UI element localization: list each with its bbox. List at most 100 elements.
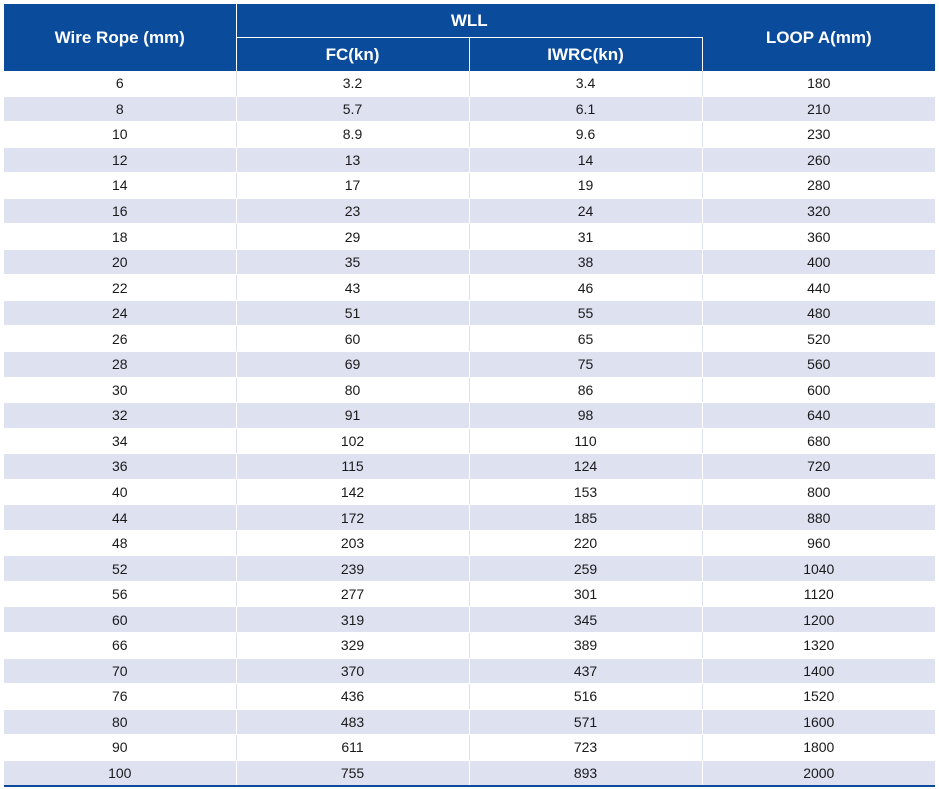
cell-loop: 210: [702, 96, 936, 123]
cell-loop: 440: [702, 274, 936, 301]
cell-iwrc: 65: [469, 325, 703, 353]
table-row: 14 17 19 280: [4, 172, 936, 199]
cell-fc: 370: [236, 658, 470, 685]
cell-iwrc: 516: [469, 683, 703, 710]
cell-loop: 520: [702, 325, 936, 353]
cell-loop: 880: [702, 504, 936, 531]
cell-loop: 960: [702, 530, 936, 557]
cell-loop: 360: [702, 223, 936, 250]
cell-wire-rope: 30: [4, 377, 237, 404]
cell-iwrc: 110: [469, 428, 703, 455]
cell-wire-rope: 36: [4, 453, 237, 480]
cell-iwrc: 220: [469, 530, 703, 557]
cell-fc: 91: [236, 402, 470, 429]
cell-fc: 80: [236, 377, 470, 404]
table-row: 48 203 220 960: [4, 530, 936, 557]
table-row: 90 611 723 1800: [4, 734, 936, 761]
cell-fc: 3.2: [236, 71, 470, 97]
cell-fc: 172: [236, 504, 470, 531]
cell-loop: 1400: [702, 658, 936, 685]
cell-wire-rope: 6: [4, 71, 237, 97]
cell-fc: 755: [236, 760, 470, 788]
cell-iwrc: 389: [469, 632, 703, 659]
cell-loop: 1800: [702, 734, 936, 761]
table-row: 22 43 46 440: [4, 274, 936, 301]
cell-iwrc: 6.1: [469, 96, 703, 123]
cell-iwrc: 893: [469, 760, 703, 788]
cell-fc: 611: [236, 734, 470, 761]
cell-loop: 680: [702, 428, 936, 455]
cell-fc: 8.9: [236, 121, 470, 148]
cell-loop: 320: [702, 198, 936, 225]
cell-fc: 23: [236, 198, 470, 225]
table-row: 10 8.9 9.6 230: [4, 121, 936, 148]
cell-fc: 277: [236, 581, 470, 608]
cell-fc: 319: [236, 606, 470, 634]
table-row: 26 60 65 520: [4, 325, 936, 353]
table-body: 6 3.2 3.4 180 8 5.7 6.1 210 10 8.9 9.6 230 12 13 14 260…: [4, 71, 936, 788]
cell-fc: 239: [236, 555, 470, 582]
cell-loop: 480: [702, 300, 936, 327]
cell-loop: 640: [702, 402, 936, 429]
table-row: 100 755 893 2000: [4, 760, 936, 788]
cell-loop: 560: [702, 351, 936, 378]
cell-wire-rope: 52: [4, 555, 237, 582]
cell-iwrc: 3.4: [469, 71, 703, 97]
cell-wire-rope: 48: [4, 530, 237, 557]
cell-wire-rope: 80: [4, 709, 237, 736]
cell-wire-rope: 34: [4, 428, 237, 455]
cell-iwrc: 19: [469, 172, 703, 199]
cell-fc: 69: [236, 351, 470, 378]
cell-fc: 102: [236, 428, 470, 455]
cell-iwrc: 86: [469, 377, 703, 404]
cell-iwrc: 259: [469, 555, 703, 582]
cell-loop: 260: [702, 147, 936, 174]
header-row-sub: FC(kn) IWRC(kn): [4, 37, 935, 71]
cell-wire-rope: 20: [4, 249, 237, 276]
cell-iwrc: 9.6: [469, 121, 703, 148]
cell-wire-rope: 90: [4, 734, 237, 761]
cell-iwrc: 75: [469, 351, 703, 378]
cell-wire-rope: 100: [4, 760, 237, 788]
table-row: 30 80 86 600: [4, 377, 936, 404]
table-row: 66 329 389 1320: [4, 632, 936, 659]
cell-wire-rope: 22: [4, 274, 237, 301]
header-loop: LOOP A(mm): [702, 4, 936, 71]
table-row: 76 436 516 1520: [4, 683, 936, 710]
header-row-top: Wire Rope (mm) WLL LOOP A(mm): [4, 4, 936, 71]
cell-fc: 13: [236, 147, 470, 174]
table-row: 20 35 38 400: [4, 249, 936, 276]
cell-loop: 1040: [702, 555, 936, 582]
table-row: 24 51 55 480: [4, 300, 936, 327]
table-row: 8 5.7 6.1 210: [4, 96, 936, 123]
cell-iwrc: 98: [469, 402, 703, 429]
cell-fc: 51: [236, 300, 470, 327]
cell-fc: 436: [236, 683, 470, 710]
cell-wire-rope: 16: [4, 198, 237, 225]
cell-iwrc: 571: [469, 709, 703, 736]
cell-wire-rope: 40: [4, 479, 237, 506]
cell-fc: 329: [236, 632, 470, 659]
cell-wire-rope: 32: [4, 402, 237, 429]
table-row: 44 172 185 880: [4, 504, 936, 531]
table-row: 28 69 75 560: [4, 351, 936, 378]
table-row: 34 102 110 680: [4, 428, 936, 455]
cell-loop: 1200: [702, 606, 936, 634]
cell-iwrc: 14: [469, 147, 703, 174]
cell-loop: 280: [702, 172, 936, 199]
wire-rope-table-container: Wire Rope (mm) WLL LOOP A(mm) FC(kn) IWR…: [4, 4, 936, 788]
cell-loop: 230: [702, 121, 936, 148]
cell-fc: 115: [236, 453, 470, 480]
cell-loop: 2000: [702, 760, 936, 788]
cell-loop: 720: [702, 453, 936, 480]
cell-fc: 203: [236, 530, 470, 557]
table-row: 6 3.2 3.4 180: [4, 71, 936, 97]
header-iwrc: IWRC(kn): [469, 37, 703, 71]
cell-iwrc: 24: [469, 198, 703, 225]
table-row: 16 23 24 320: [4, 198, 936, 225]
cell-fc: 43: [236, 274, 470, 301]
cell-loop: 1520: [702, 683, 936, 710]
cell-iwrc: 153: [469, 479, 703, 506]
cell-wire-rope: 44: [4, 504, 237, 531]
table-row: 36 115 124 720: [4, 453, 936, 480]
